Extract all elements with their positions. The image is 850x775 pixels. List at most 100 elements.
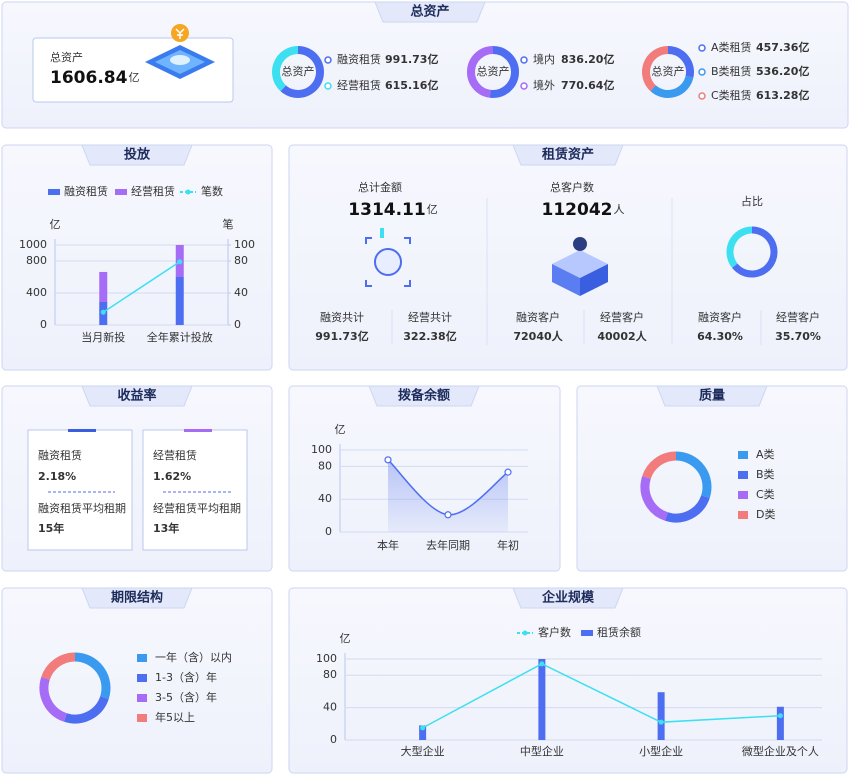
legend-marker xyxy=(738,451,748,459)
bar xyxy=(538,659,546,740)
donut-center-label: 总资产 xyxy=(477,64,510,78)
panel-tab xyxy=(81,385,193,407)
value-label: 35.70% xyxy=(775,330,821,343)
donut-segment xyxy=(467,46,494,98)
legend-marker xyxy=(738,511,748,519)
donut-segment xyxy=(39,677,68,722)
panel-tab xyxy=(512,587,624,609)
icon xyxy=(365,237,411,287)
legend-label: C类租赁 xyxy=(711,88,752,102)
panel-tab xyxy=(512,144,624,166)
value: 1606.84 xyxy=(50,68,128,88)
value-label: 615.16亿 xyxy=(385,78,438,92)
donut-segment xyxy=(489,46,519,98)
y-tick-label: 100 xyxy=(316,652,337,665)
kpi-value: 40002人 xyxy=(597,329,647,343)
value-label: 64.30% xyxy=(697,330,743,343)
y-tick-label: 0 xyxy=(330,733,337,746)
legend-marker xyxy=(738,491,748,499)
decorations xyxy=(27,24,762,551)
kpi-label: 融资租赁平均租期 xyxy=(38,501,126,515)
y-axis-label: 亿 xyxy=(340,632,351,645)
y-tick-label: 400 xyxy=(26,286,47,299)
panel-tab xyxy=(81,144,193,166)
kpi-card xyxy=(27,429,133,551)
donut-segment xyxy=(41,652,76,681)
point xyxy=(658,719,664,725)
legend-label: 经营租赁 xyxy=(337,78,381,92)
kpi-label: 经营租赁平均租期 xyxy=(153,501,241,515)
donut-segment xyxy=(650,75,694,98)
bar xyxy=(175,277,184,325)
point xyxy=(177,259,183,265)
legend-label: B类 xyxy=(756,467,775,481)
kpi-label: 经营共计 xyxy=(408,310,452,324)
panel-title: 企业规模 xyxy=(541,590,595,606)
y2-axis-label: 笔 xyxy=(223,217,234,231)
kpi-value: 13年 xyxy=(153,521,179,535)
chart-title: 占比 xyxy=(741,194,763,208)
kpi-value: 991.73亿 xyxy=(315,329,368,343)
y-tick-label: 80 xyxy=(318,459,332,472)
donut-segment xyxy=(732,226,778,278)
legend-label: 笔数 xyxy=(201,184,223,198)
legend-marker xyxy=(48,189,60,195)
x-tick-label: 当月新投 xyxy=(81,330,125,344)
legend-marker xyxy=(738,471,748,479)
y2-tick-label: 0 xyxy=(234,318,241,331)
category-label: 融资客户 xyxy=(698,310,742,324)
donut-segment xyxy=(642,451,677,480)
legend-marker xyxy=(520,82,528,90)
legend-label: B类租赁 xyxy=(711,64,752,78)
x-tick-label: 微型企业及个人 xyxy=(742,744,819,758)
bar xyxy=(776,706,784,740)
panel-tab xyxy=(374,1,486,23)
kpi-label: 总计金额 xyxy=(358,180,402,194)
donut-segment xyxy=(74,652,111,699)
y2-tick-label: 40 xyxy=(234,286,248,299)
legend-label: 年5以上 xyxy=(155,710,195,724)
value-label: 836.20亿 xyxy=(561,52,614,66)
x-tick-label: 年初 xyxy=(497,538,519,552)
y-tick-label: 100 xyxy=(311,443,332,456)
x-tick-label: 全年累计投放 xyxy=(147,330,213,344)
unit: 人 xyxy=(613,203,624,216)
value-label: 991.73亿 xyxy=(385,52,438,66)
panel-title: 质量 xyxy=(699,388,725,404)
legend-label: 融资租赁 xyxy=(337,52,381,66)
panel xyxy=(288,385,561,572)
kpi-value: 1606.84亿 xyxy=(50,68,139,88)
legend-label: 经营租赁 xyxy=(131,184,175,198)
legend-label: D类 xyxy=(756,507,775,521)
panel-tab xyxy=(368,385,480,407)
legend-marker xyxy=(137,674,147,682)
value-label: 457.36亿 xyxy=(756,40,809,54)
point xyxy=(444,511,452,519)
kpi-label: 总资产 xyxy=(50,50,83,64)
y-tick-label: 80 xyxy=(323,668,337,681)
panel-title: 租赁资产 xyxy=(542,147,594,163)
kpi-card xyxy=(142,429,248,551)
legend-marker xyxy=(698,44,706,52)
donut-segment xyxy=(665,494,710,523)
value-label: 536.20亿 xyxy=(756,64,809,78)
icon xyxy=(175,28,185,39)
point xyxy=(100,309,106,315)
point xyxy=(777,713,783,719)
icon xyxy=(380,228,384,238)
legend-marker xyxy=(137,694,147,702)
y-tick-label: 0 xyxy=(40,318,47,331)
legend-marker xyxy=(522,630,528,636)
legend-marker xyxy=(698,68,706,76)
y2-tick-label: 100 xyxy=(234,238,255,251)
point xyxy=(384,456,392,464)
icon xyxy=(580,264,608,296)
category-label: 经营客户 xyxy=(776,310,820,324)
panel-title: 投放 xyxy=(124,147,151,163)
legend-marker xyxy=(115,189,127,195)
value: 112042 xyxy=(542,200,613,220)
legend-label: 3-5（含）年 xyxy=(155,690,217,704)
kpi-value: 112042人 xyxy=(542,200,625,220)
